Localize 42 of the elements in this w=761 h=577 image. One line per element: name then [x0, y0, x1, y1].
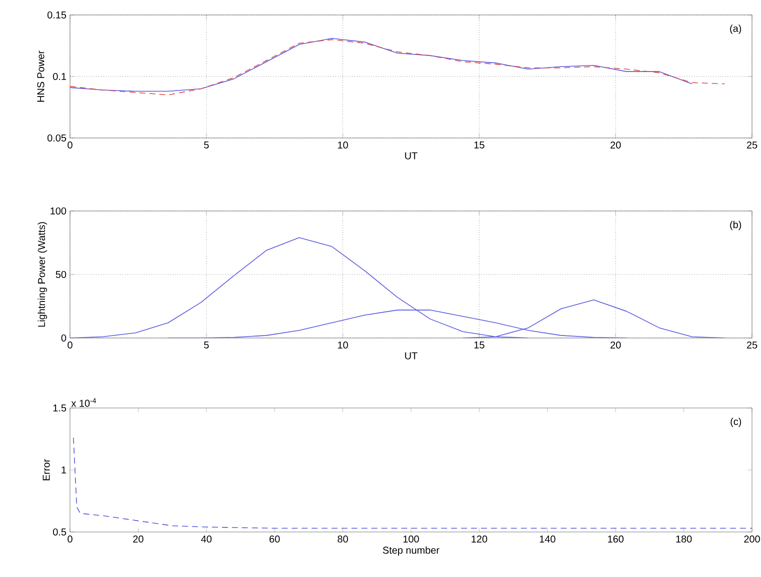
x-tick-label: 0	[68, 536, 72, 543]
x-tick-label: 5	[204, 142, 209, 148]
y-tick-label: 50	[56, 270, 66, 278]
x-tick-label: 100	[403, 536, 419, 543]
annotation: (b)	[730, 220, 742, 230]
y-tick-label: 0.05	[47, 134, 66, 142]
y-axis-title: Error	[42, 459, 50, 480]
y-tick-label: 1	[62, 466, 66, 474]
x-axis-title: Step number	[382, 546, 440, 556]
x-tick-label: 120	[472, 536, 488, 543]
x-tick-label: 0	[68, 342, 72, 349]
x-tick-label: 25	[746, 342, 758, 349]
x-tick-label: 0	[68, 142, 72, 149]
x-tick-label: 20	[133, 536, 144, 543]
x-tick-label: 25	[746, 142, 758, 149]
y-tick-label: 0.5	[53, 528, 66, 536]
x-tick-label: 180	[676, 536, 692, 543]
annotation: (c)	[730, 418, 742, 427]
y-tick-label: 0	[61, 334, 66, 342]
y-tick-label: 100	[50, 207, 66, 215]
annotation: (a)	[730, 24, 742, 34]
x-tick-label: 160	[608, 536, 624, 543]
y-axis-title: HNS Power	[37, 50, 44, 102]
x-tick-label: 60	[270, 536, 280, 543]
y-tick-label: 1.5	[53, 404, 66, 412]
x-tick-label: 10	[338, 342, 348, 349]
text: x 10$^{-4}$	[71, 398, 96, 407]
x-tick-label: 15	[474, 342, 484, 348]
x-tick-label: 40	[201, 536, 212, 543]
x-axis-title: UT	[405, 352, 418, 360]
x-axis-title: UT	[405, 152, 418, 160]
x-tick-label: 80	[338, 536, 348, 543]
y-tick-label: 0.1	[53, 72, 66, 80]
x-tick-label: 10	[338, 142, 348, 149]
y-axis-title: Lightning Power (Watts)	[38, 222, 48, 327]
x-tick-label: 5	[204, 342, 209, 348]
x-tick-label: 15	[474, 142, 484, 148]
y-tick-label: 0.15	[47, 11, 66, 19]
x-tick-label: 20	[610, 342, 621, 349]
x-tick-label: 140	[540, 536, 556, 543]
x-tick-label: 20	[610, 142, 621, 149]
x-tick-label: 200	[744, 536, 760, 543]
